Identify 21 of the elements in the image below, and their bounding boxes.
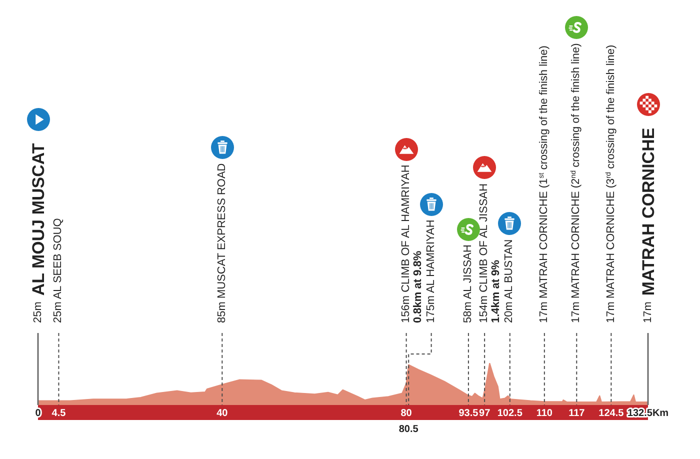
x-tick-label: 0	[35, 408, 42, 419]
annotation: 80.5	[398, 424, 419, 435]
ref-line-label: 17m MATRAH CORNICHE	[638, 128, 658, 323]
ref-line-label: 25m AL SEEB SOUQ	[52, 218, 66, 323]
x-tick-label: 124.5	[598, 408, 624, 419]
x-tick-label: 110	[536, 408, 553, 419]
x-tick-label: 132.5Km	[627, 408, 669, 419]
ref-line-label: 25m AL MOUJ MUSCAT	[28, 143, 48, 323]
ref-line-label: 156m CLIMB OF AL HAMRIYAH 0.8km at 9.8%	[400, 164, 425, 323]
ref-line-label: 175m AL HAMRIYAH	[424, 220, 438, 323]
x-tick-label: 4.5	[52, 408, 66, 419]
x-tick-label: 80	[400, 408, 412, 419]
x-tick-label: 117	[568, 408, 586, 419]
x-tick-label: 102.5	[497, 408, 523, 419]
ref-line-label: 58m AL JISSAH	[462, 244, 475, 323]
ref-line-label: 20m AL BUSTAN	[503, 239, 516, 323]
ref-line-label: 85m MUSCAT EXPRESS ROAD	[216, 163, 229, 323]
ref-line-label: 154m CLIMB OF AL JISSAH 1.4km at 9%	[478, 183, 504, 323]
x-tick-label: 97	[479, 408, 491, 419]
x-tick-label: 40	[216, 408, 228, 419]
x-tick-label: 93.5	[458, 408, 479, 419]
